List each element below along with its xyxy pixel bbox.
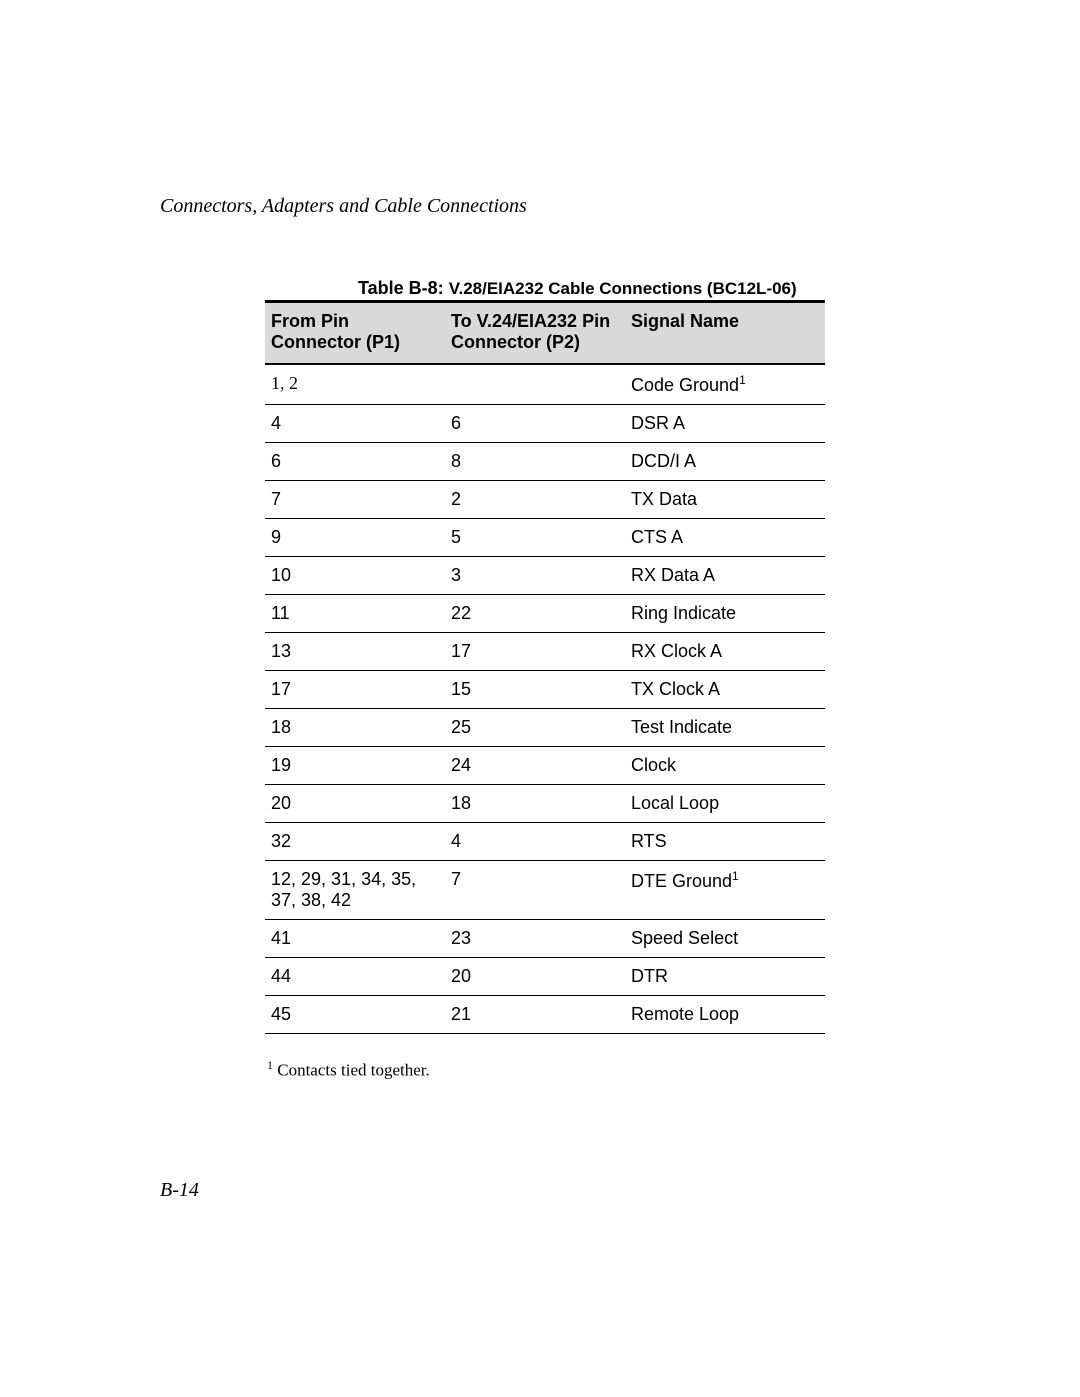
col-header-signal: Signal Name [625,302,825,365]
cell-signal: DCD/I A [625,443,825,481]
cell-p1: 10 [265,557,445,595]
cell-p2: 17 [445,633,625,671]
cell-signal: RTS [625,823,825,861]
cell-p2 [445,364,625,405]
caption-tail: V.28/EIA232 Cable Connections (BC12L-06) [449,279,797,298]
running-header: Connectors, Adapters and Cable Connectio… [160,195,527,218]
cell-p1: 20 [265,785,445,823]
table-row: 1122Ring Indicate [265,595,825,633]
table-row: 2018Local Loop [265,785,825,823]
cell-signal: Ring Indicate [625,595,825,633]
cell-p2: 21 [445,996,625,1034]
cell-p2: 8 [445,443,625,481]
col-header-p2: To V.24/EIA232 Pin Connector (P2) [445,302,625,365]
footnote-text: Contacts tied together. [273,1061,430,1080]
cell-p2: 23 [445,920,625,958]
cell-signal: Remote Loop [625,996,825,1034]
cell-p2: 15 [445,671,625,709]
table-row: 1715TX Clock A [265,671,825,709]
cell-p2: 4 [445,823,625,861]
cell-p1: 45 [265,996,445,1034]
table-row: 1317RX Clock A [265,633,825,671]
cell-p2: 3 [445,557,625,595]
cell-p2: 6 [445,405,625,443]
table-row: 103RX Data A [265,557,825,595]
cell-p2: 7 [445,861,625,920]
cell-p1: 44 [265,958,445,996]
col-header-p1: From Pin Connector (P1) [265,302,445,365]
cell-p2: 25 [445,709,625,747]
cell-p1: 9 [265,519,445,557]
cell-p1: 12, 29, 31, 34, 35, 37, 38, 42 [265,861,445,920]
cell-signal: TX Data [625,481,825,519]
cell-p2: 18 [445,785,625,823]
table-caption: Table B-8: V.28/EIA232 Cable Connections… [358,278,797,299]
cell-p1: 41 [265,920,445,958]
cell-signal: Clock [625,747,825,785]
footnote-ref: 1 [739,373,746,387]
cell-p2: 24 [445,747,625,785]
table-row: 324RTS [265,823,825,861]
table-row: 1825Test Indicate [265,709,825,747]
cell-signal: DTE Ground1 [625,861,825,920]
table-body: 1, 2Code Ground146DSR A68DCD/I A72TX Dat… [265,364,825,1034]
cell-signal: TX Clock A [625,671,825,709]
cell-signal: Speed Select [625,920,825,958]
cell-signal: RX Clock A [625,633,825,671]
table-row: 95CTS A [265,519,825,557]
table-row: 4123Speed Select [265,920,825,958]
cell-p1: 19 [265,747,445,785]
cell-p1: 32 [265,823,445,861]
table-row: 46DSR A [265,405,825,443]
cell-p2: 22 [445,595,625,633]
cell-p1: 18 [265,709,445,747]
table-row: 4420DTR [265,958,825,996]
footnote: 1 Contacts tied together. [267,1058,430,1081]
footnote-ref: 1 [732,869,739,883]
table-row: 68DCD/I A [265,443,825,481]
cell-p1: 4 [265,405,445,443]
table-row: 12, 29, 31, 34, 35, 37, 38, 427DTE Groun… [265,861,825,920]
cell-p1: 11 [265,595,445,633]
cell-signal: DSR A [625,405,825,443]
cell-p2: 2 [445,481,625,519]
caption-lead: Table B-8: [358,278,449,298]
cell-p1: 17 [265,671,445,709]
cell-signal: DTR [625,958,825,996]
cell-p2: 5 [445,519,625,557]
cell-signal: Local Loop [625,785,825,823]
cell-p1: 6 [265,443,445,481]
cell-signal: Test Indicate [625,709,825,747]
cell-signal: RX Data A [625,557,825,595]
table-row: 1924Clock [265,747,825,785]
table-row: 4521Remote Loop [265,996,825,1034]
cell-p1: 13 [265,633,445,671]
cell-p2: 20 [445,958,625,996]
table-header-row: From Pin Connector (P1) To V.24/EIA232 P… [265,302,825,365]
page: Connectors, Adapters and Cable Connectio… [0,0,1080,1397]
cell-p1: 7 [265,481,445,519]
page-number: B-14 [160,1179,199,1202]
table-row: 1, 2 Code Ground1 [265,364,825,405]
cable-connections-table: From Pin Connector (P1) To V.24/EIA232 P… [265,300,825,1034]
table-row: 72TX Data [265,481,825,519]
table-wrap: From Pin Connector (P1) To V.24/EIA232 P… [265,300,825,1034]
cell-signal: Code Ground1 [625,364,825,405]
cell-signal: CTS A [625,519,825,557]
cell-p1: 1, 2 [265,364,445,405]
